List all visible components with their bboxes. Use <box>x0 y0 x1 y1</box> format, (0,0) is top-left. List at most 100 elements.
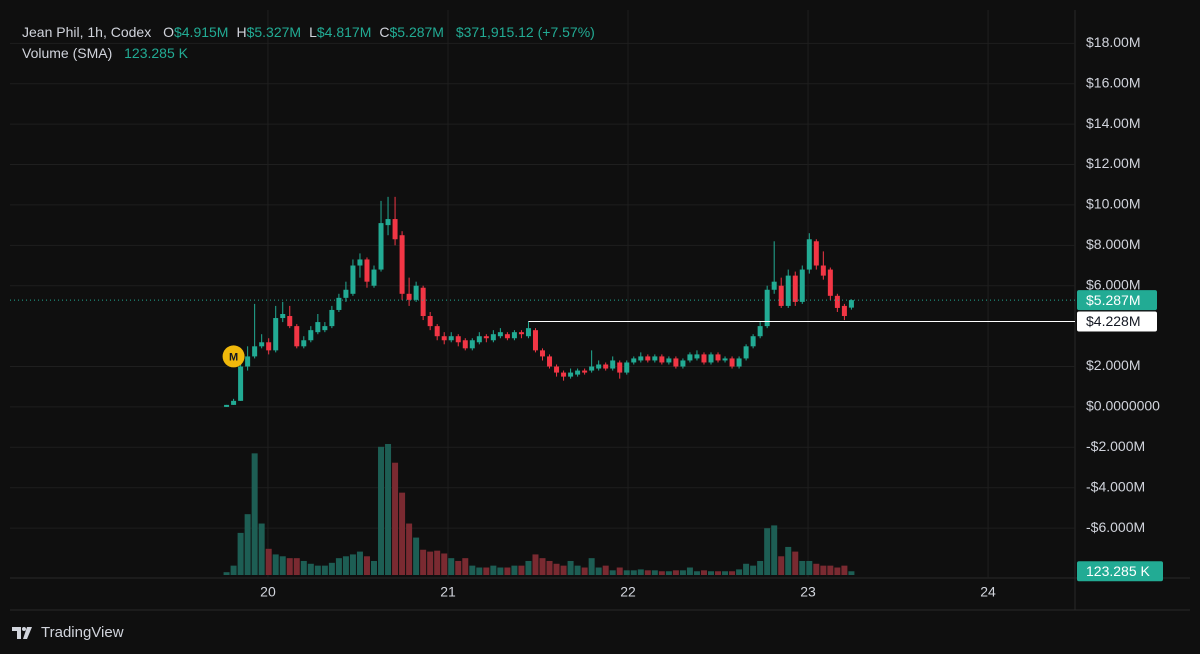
volume-bar <box>230 565 237 575</box>
candle-body <box>455 336 461 343</box>
candle-body <box>603 364 609 369</box>
candle-body <box>252 346 258 357</box>
candle-body <box>785 275 791 306</box>
y-tick-label: -$6.000M <box>1086 519 1145 535</box>
volume-bar <box>265 548 272 575</box>
candle-body <box>715 354 721 361</box>
branding: TradingView <box>41 624 124 641</box>
volume-bar <box>700 570 707 575</box>
volume-bar <box>651 570 658 575</box>
candle-body <box>385 219 391 226</box>
candle-body <box>757 326 763 337</box>
volume-bar <box>820 565 827 575</box>
candle-body <box>764 289 770 327</box>
volume-bar <box>792 551 799 575</box>
x-tick-label: 21 <box>440 584 456 600</box>
candle-body <box>729 358 735 367</box>
symbol-title: Jean Phil, 1h, Codex <box>22 24 152 40</box>
volume-bar <box>637 569 644 575</box>
candle-body <box>315 322 321 333</box>
volume-bar <box>778 556 785 575</box>
candle-body <box>231 400 237 405</box>
candle-body <box>434 326 440 337</box>
volume-bar <box>434 550 441 575</box>
volume-bar <box>771 525 778 575</box>
volume-bar <box>729 571 736 575</box>
volume-bar <box>567 560 574 575</box>
candle-body <box>659 356 665 363</box>
price-label: $5.287M <box>1086 292 1140 308</box>
candle-body <box>820 265 826 276</box>
candle-body <box>652 356 658 361</box>
y-tick-label: $0.0000000 <box>1086 398 1160 414</box>
volume-bar <box>630 570 637 575</box>
candle-body <box>582 370 588 373</box>
volume-bar <box>511 565 518 575</box>
volume-bar <box>525 560 532 575</box>
volume-bar <box>385 444 392 575</box>
y-tick-label: $14.00M <box>1086 115 1140 131</box>
volume-bar <box>644 570 651 575</box>
candle-body <box>666 358 672 363</box>
volume-bar <box>223 572 230 575</box>
candle-body <box>848 300 854 308</box>
volume-label: 123.285 K <box>1086 563 1150 579</box>
volume-bar <box>665 571 672 575</box>
volume-bar <box>462 558 469 575</box>
volume-bar <box>757 560 764 575</box>
ohlc-key: C <box>379 24 390 40</box>
candle-body <box>406 293 412 300</box>
y-tick-label: $18.00M <box>1086 34 1140 50</box>
logo-icon <box>12 627 32 639</box>
candle-body <box>308 330 314 341</box>
volume-bar <box>321 565 328 575</box>
volume-bar <box>258 523 265 575</box>
volume-value: 123.285 K <box>124 45 188 61</box>
volume-bar <box>609 570 616 575</box>
candle-body <box>610 360 616 369</box>
volume-bar <box>722 571 729 575</box>
volume-bar <box>483 567 490 575</box>
volume-bar <box>441 553 448 575</box>
candle-body <box>525 328 531 337</box>
volume-bar <box>827 565 834 575</box>
candle-body <box>413 285 419 300</box>
candle-body <box>778 285 784 306</box>
volume-bar <box>539 558 546 575</box>
candle-body <box>483 336 489 339</box>
candle-body <box>813 241 819 266</box>
candle-body <box>624 362 630 373</box>
candle-body <box>238 366 244 401</box>
candle-body <box>673 358 679 367</box>
ohlc-legend: O$4.915M H$5.327M L$4.817M C$5.287M <box>155 24 444 40</box>
volume-bar <box>834 567 841 575</box>
candle-body <box>476 336 482 343</box>
candle-body <box>399 235 405 294</box>
volume-bar <box>813 563 820 575</box>
volume-bar <box>595 567 602 575</box>
volume-bar <box>658 571 665 575</box>
volume-bars <box>223 444 855 575</box>
volume-bar <box>237 532 244 575</box>
candle-body <box>350 265 356 294</box>
candle-body <box>540 350 545 357</box>
candle-body <box>357 259 363 266</box>
volume-bar <box>518 565 525 575</box>
candle-body <box>806 239 812 270</box>
y-tick-label: $6.000M <box>1086 276 1140 292</box>
volume-bar <box>378 446 385 575</box>
volume-bar <box>693 571 700 575</box>
ohlc-value: $5.287M <box>389 24 444 40</box>
candle-body <box>617 362 623 373</box>
volume-bar <box>251 453 258 575</box>
volume-bar <box>750 565 757 575</box>
volume-bar <box>392 462 399 575</box>
volume-bar <box>363 556 370 575</box>
candle-body <box>827 269 833 296</box>
candle-body <box>427 316 433 327</box>
volume-bar <box>504 567 511 575</box>
volume-bar <box>581 567 588 575</box>
